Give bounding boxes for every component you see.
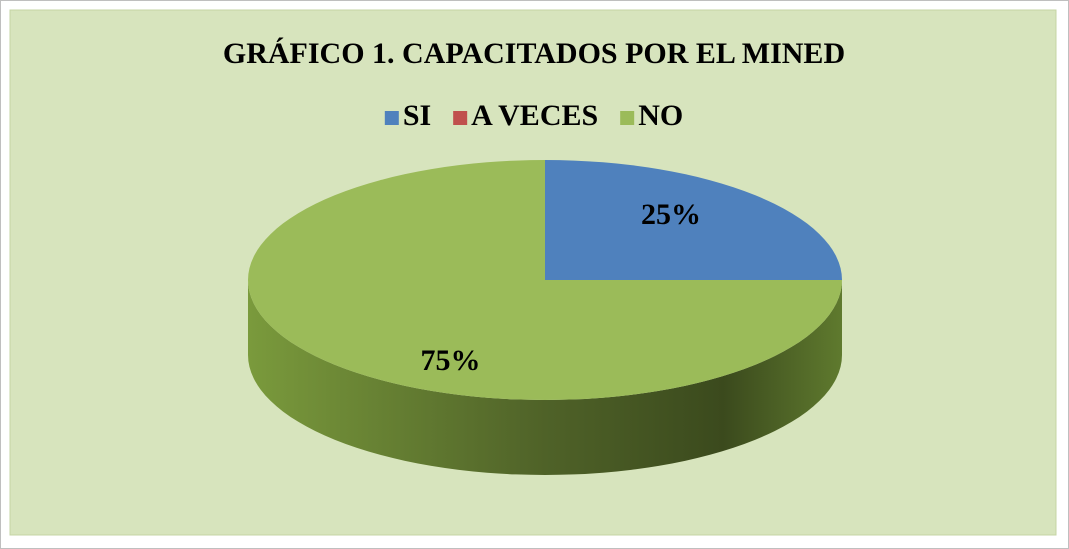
legend-swatch <box>384 111 399 125</box>
legend: SI A VECES NO <box>384 99 683 132</box>
legend-label: A VECES <box>471 99 598 132</box>
legend-swatch <box>453 111 468 125</box>
pie-side <box>248 280 842 475</box>
legend-label: NO <box>638 99 683 132</box>
pie-tops <box>248 160 842 400</box>
legend-swatch <box>620 111 635 125</box>
data-label: 25% <box>641 198 701 231</box>
pie-sides <box>248 280 842 475</box>
pie-slice <box>545 160 842 280</box>
data-label: 75% <box>420 344 480 377</box>
pie: 25% 75% <box>248 160 842 475</box>
pie-slice <box>248 160 842 400</box>
legend-label: SI <box>403 99 431 132</box>
chart-title: GRÁFICO 1. CAPACITADOS POR EL MINED <box>223 37 845 70</box>
